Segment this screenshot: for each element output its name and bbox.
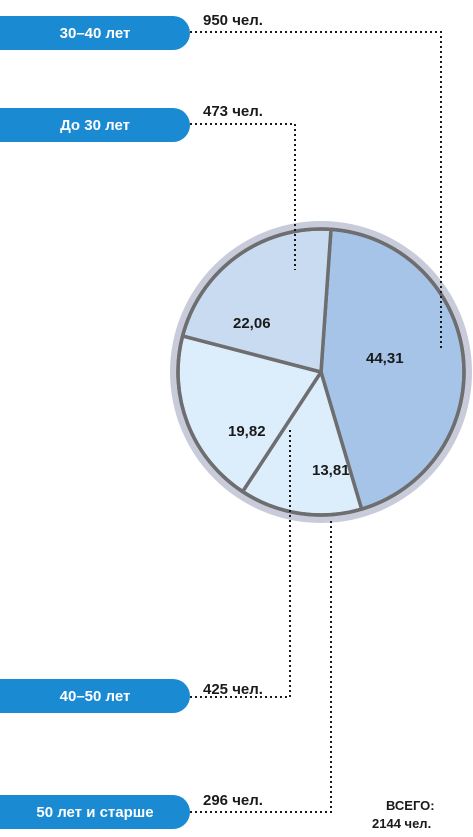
count-under-30: 473 чел. bbox=[203, 103, 263, 120]
total: ВСЕГО: 2144 чел. bbox=[386, 797, 473, 833]
count-30-40: 950 чел. bbox=[203, 12, 263, 29]
total-label: ВСЕГО: bbox=[386, 797, 473, 815]
count-50-plus: 296 чел. bbox=[203, 792, 263, 809]
value-label-40-50: 19,82 bbox=[228, 423, 266, 440]
value-label-under-30: 22,06 bbox=[233, 315, 271, 332]
count-40-50: 425 чел. bbox=[203, 681, 263, 698]
leader-line-50-plus bbox=[190, 520, 331, 812]
total-value: 2144 чел. bbox=[372, 815, 473, 833]
value-label-30-40: 44,31 bbox=[366, 350, 404, 367]
value-label-50-plus: 13,81 bbox=[312, 462, 350, 479]
